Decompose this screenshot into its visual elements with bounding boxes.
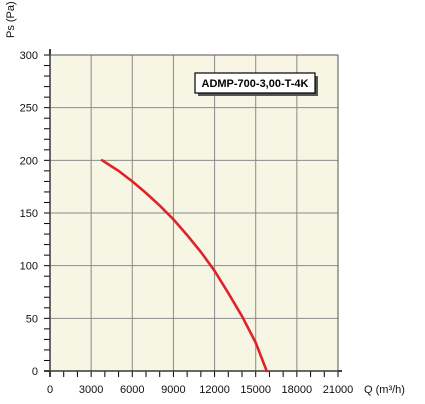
x-tick-label: 0 [47, 384, 53, 396]
y-tick-label: 100 [20, 261, 38, 273]
minor-ticks [44, 54, 339, 377]
x-tick-label: 3000 [79, 384, 103, 396]
x-tick-label: 6000 [120, 384, 144, 396]
y-tick-label: 200 [20, 155, 38, 167]
y-tick-label: 50 [26, 313, 38, 325]
y-tick-label: 0 [32, 366, 38, 378]
y-tick-label: 250 [20, 103, 38, 115]
x-axis-label: Q (m³/h) [364, 384, 405, 396]
x-tick-label: 12000 [199, 384, 230, 396]
y-tick-label: 300 [20, 50, 38, 62]
y-tick-labels: 0 50 100 150 200 250 300 [20, 50, 38, 378]
y-tick-label: 150 [20, 208, 38, 220]
model-label-frame [194, 72, 316, 94]
performance-curve [100, 159, 268, 373]
x-tick-label: 21000 [323, 384, 354, 396]
model-label-box: ADMP-700-3,00-T-4K [194, 72, 318, 96]
axes [44, 49, 342, 377]
model-label: ADMP-700-3,00-T-4K [202, 78, 309, 90]
x-tick-labels: 0 3000 6000 9000 12000 15000 18000 21000 [47, 384, 353, 396]
x-tick-label: 9000 [161, 384, 185, 396]
x-tick-label: 15000 [240, 384, 271, 396]
plot-frame [49, 54, 339, 372]
y-axis-label: Ps (Pa) [5, 1, 17, 38]
x-tick-label: 18000 [282, 384, 313, 396]
